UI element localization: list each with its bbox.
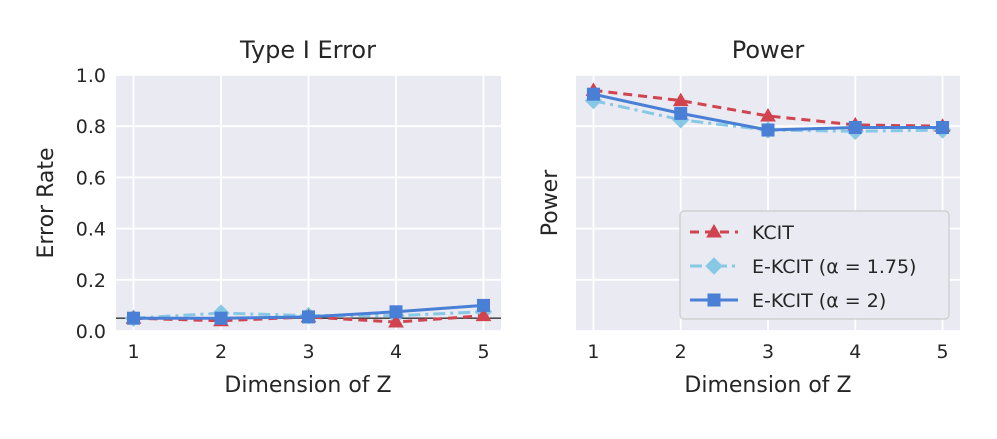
- type-i-error-x-tick-label: 3: [302, 341, 314, 363]
- power-ekcit2-point: [674, 106, 688, 120]
- power-x-tick-label: 5: [936, 341, 948, 363]
- power-series: [584, 82, 952, 141]
- type-i-error-kcit-line: [133, 314, 484, 324]
- type-i-error-title: Type I Error: [239, 36, 376, 64]
- type-i-error-panel: 0.0 0.2 0.4 0.6 0.8 1.0 1 2 3 4 5 Type I Error Di…: [34, 36, 501, 398]
- type-i-error-ekcit2-point: [214, 311, 228, 325]
- type-i-error-ekcit2-point: [477, 298, 490, 312]
- legend-ekcit2-label: E-KCIT (α = 2): [752, 290, 886, 312]
- legend-kcit-label: KCIT: [752, 222, 794, 244]
- type-i-error-series: [124, 298, 493, 328]
- type-i-error-ekcit2-point: [127, 311, 140, 325]
- power-kcit-point: [672, 92, 689, 107]
- legend-items: KCIT E-KCIT (α = 1.75) E-KCIT (α = 2): [690, 222, 916, 312]
- type-i-error-kcit-point: [388, 314, 404, 328]
- power-x-tick-label: 1: [587, 341, 599, 363]
- type-i-error-y-ticks: 0.0 0.2 0.4 0.6 0.8 1.0: [76, 65, 106, 343]
- power-x-tick-label: 4: [849, 341, 861, 363]
- power-ekcit2-point: [761, 123, 775, 137]
- legend: KCIT E-KCIT (α = 1.75) E-KCIT (α = 2): [679, 210, 950, 320]
- type-i-error-x-tick-label: 2: [215, 341, 227, 363]
- power-ekcit2-point: [848, 120, 862, 134]
- legend-ekcit175-label: E-KCIT (α = 1.75): [752, 256, 916, 278]
- type-i-error-kcit-point: [475, 307, 492, 322]
- power-title: Power: [732, 36, 805, 64]
- power-ekcit2-point: [936, 120, 950, 134]
- type-i-error-y-tick-label: 0.4: [76, 219, 106, 241]
- type-i-error-x-tick-label: 1: [127, 341, 139, 363]
- type-i-error-x-ticks: 1 2 3 4 5: [127, 341, 489, 363]
- type-i-error-x-tick-label: 4: [390, 341, 402, 363]
- type-i-error-ekcit2-point: [302, 310, 315, 324]
- legend-ekcit175-marker: [705, 257, 723, 275]
- type-i-error-grid: [116, 74, 501, 332]
- type-i-error-y-tick-label: 0.6: [76, 167, 106, 189]
- legend-box: [679, 210, 950, 320]
- power-x-tick-label: 3: [762, 341, 774, 363]
- power-x-label: Dimension of Z: [684, 373, 851, 398]
- type-i-error-y-tick-label: 0.8: [76, 116, 106, 138]
- type-i-error-x-label: Dimension of Z: [224, 373, 391, 398]
- power-kcit-point: [760, 107, 776, 122]
- type-i-error-y-tick-label: 0.0: [76, 321, 106, 343]
- type-i-error-y-tick-label: 1.0: [76, 65, 106, 87]
- legend-kcit-marker: [706, 224, 722, 238]
- power-ekcit2-point: [586, 87, 600, 101]
- power-y-label: Power: [538, 169, 563, 236]
- power-x-tick-label: 2: [675, 341, 687, 363]
- power-x-ticks: 1 2 3 4 5: [587, 341, 948, 363]
- type-i-error-ekcit2-point: [389, 305, 403, 319]
- type-i-error-x-tick-label: 5: [477, 341, 489, 363]
- power-kcit-line: [593, 88, 943, 128]
- type-i-error-y-tick-label: 0.2: [76, 270, 106, 292]
- legend-ekcit2-marker: [707, 293, 721, 307]
- power-panel: 1 2 3 4 5 Power Dimension of Z Power KCIT E-K…: [538, 36, 960, 398]
- type-i-error-y-label: Error Rate: [34, 147, 59, 258]
